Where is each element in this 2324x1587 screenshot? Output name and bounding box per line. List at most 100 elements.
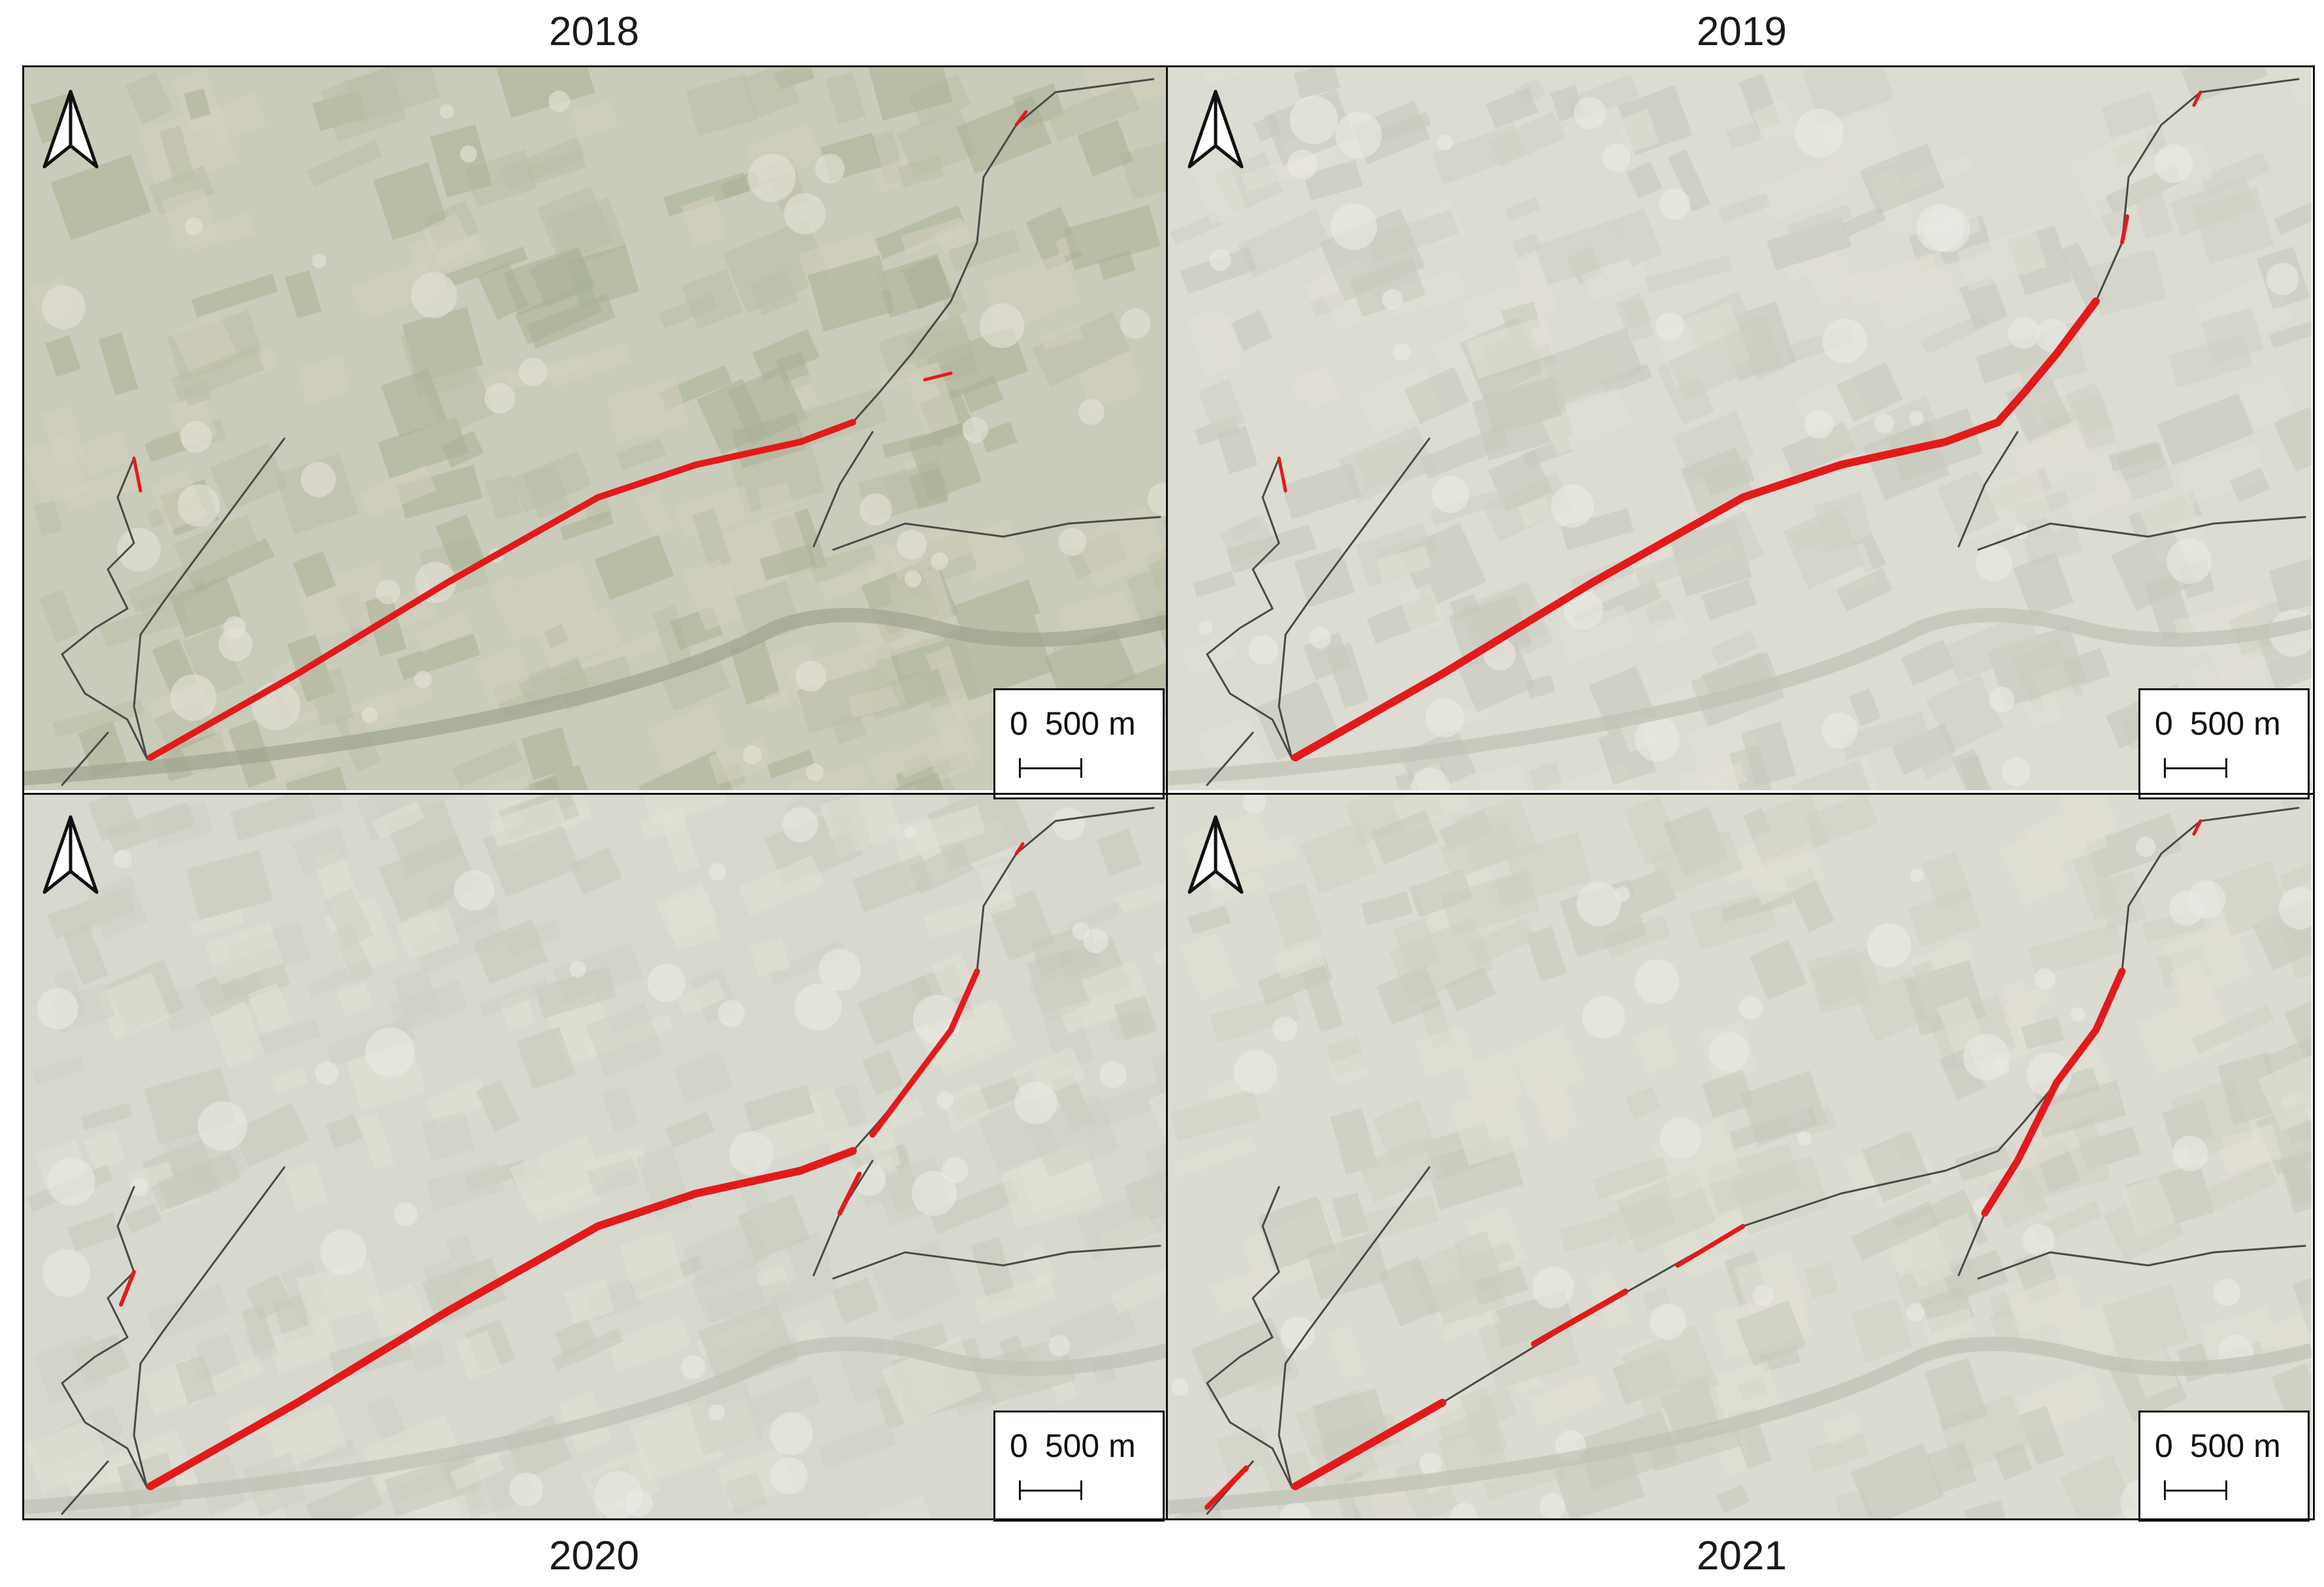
field-patch	[63, 924, 108, 986]
field-patch	[125, 72, 173, 124]
field-patch	[1526, 926, 1567, 982]
road-line	[1977, 516, 2306, 551]
urban-area	[2213, 1278, 2241, 1306]
field-patch	[307, 139, 383, 187]
highlighted-segment	[147, 419, 856, 761]
field-patch	[2120, 1175, 2176, 1237]
field-patch	[1226, 524, 1317, 574]
field-patch	[1488, 111, 1566, 167]
urban-area	[1963, 1033, 2010, 1080]
field-patch	[484, 474, 523, 520]
highlighted-segment	[119, 1270, 136, 1307]
field-patch	[308, 667, 354, 727]
field-patch	[1359, 1195, 1439, 1242]
urban-area	[1564, 590, 1604, 630]
field-patch	[1187, 306, 1242, 378]
field-patch	[696, 378, 768, 455]
field-patch	[1114, 876, 1167, 914]
field-patch	[1676, 760, 1744, 790]
field-patch	[206, 995, 265, 1069]
urban-area	[180, 421, 212, 453]
field-patch	[1581, 254, 1650, 303]
urban-area	[197, 1101, 248, 1151]
urban-area	[931, 552, 949, 570]
urban-area	[114, 850, 132, 868]
urban-area	[1099, 1061, 1127, 1088]
field-patch	[1623, 795, 1683, 866]
field-patch	[33, 1055, 85, 1085]
field-patch	[672, 1050, 734, 1105]
field-patch	[1810, 949, 1881, 1008]
field-patch	[1957, 227, 2048, 292]
highlighted-segment	[1531, 1288, 1629, 1347]
field-patch	[231, 1103, 309, 1168]
field-patch	[1553, 1446, 1645, 1519]
field-patch	[1620, 1324, 1719, 1416]
satellite-map	[23, 66, 1167, 790]
field-patch	[571, 99, 618, 139]
road-line	[1291, 807, 2300, 1489]
field-patch	[1529, 1374, 1605, 1427]
field-patch	[182, 626, 244, 698]
highlighted-segment	[1981, 967, 2126, 1217]
field-patch	[1109, 1261, 1167, 1314]
field-patch	[2268, 549, 2312, 614]
field-patch	[487, 775, 531, 790]
scale-bar-2019: 0 500 m	[2138, 688, 2310, 799]
field-patch	[2191, 1004, 2274, 1054]
field-patch	[1684, 1251, 1732, 1278]
field-patch	[2023, 801, 2108, 873]
field-patch	[1626, 161, 1663, 199]
field-patch	[606, 377, 689, 444]
field-patch	[421, 1111, 476, 1161]
field-patch	[1557, 605, 1635, 664]
field-patch	[818, 557, 885, 603]
field-patch	[1289, 366, 1334, 401]
urban-area	[394, 1202, 418, 1226]
field-patch	[1459, 1387, 1508, 1458]
urban-area	[1795, 109, 1844, 158]
field-patch	[1504, 831, 1593, 903]
field-patch	[869, 1494, 938, 1519]
field-patch	[292, 551, 337, 598]
field-patch	[586, 1158, 640, 1196]
field-patch	[296, 1258, 383, 1328]
urban-area	[1650, 1303, 1687, 1341]
urban-area	[1867, 923, 1912, 968]
scale-zero-label: 0	[1010, 1428, 1028, 1464]
field-patch	[52, 698, 145, 738]
urban-area	[1539, 1493, 1566, 1519]
field-patch	[1651, 829, 1744, 897]
field-patch	[893, 725, 969, 778]
field-patch	[159, 125, 195, 185]
north-arrow-icon	[1187, 815, 1244, 894]
field-patch	[2278, 795, 2312, 810]
field-patch	[1767, 216, 1852, 271]
urban-area	[1709, 1031, 1750, 1072]
field-patch	[1514, 254, 1558, 318]
field-patch	[1669, 519, 1752, 597]
field-patch	[1210, 992, 1300, 1043]
field-patch	[286, 766, 347, 790]
urban-area	[905, 570, 921, 588]
field-patch	[537, 607, 622, 671]
field-patch	[1512, 233, 1542, 258]
urban-area	[2008, 317, 2040, 349]
field-patch	[1273, 941, 1326, 979]
field-patch	[637, 490, 676, 540]
field-patch	[551, 1328, 624, 1371]
field-patch	[1842, 206, 1886, 237]
field-patch	[1783, 507, 1865, 590]
field-patch	[363, 1414, 463, 1492]
field-patch	[378, 834, 480, 922]
field-patch	[1486, 87, 1538, 129]
urban-area	[454, 870, 495, 911]
field-patch	[708, 509, 814, 599]
field-patch	[1427, 1486, 1459, 1517]
field-patch	[1429, 486, 1513, 526]
field-patch	[39, 589, 79, 643]
urban-area	[1335, 112, 1382, 159]
road-line	[133, 1166, 286, 1489]
urban-area	[2266, 263, 2299, 295]
field-patch	[1181, 633, 1238, 676]
